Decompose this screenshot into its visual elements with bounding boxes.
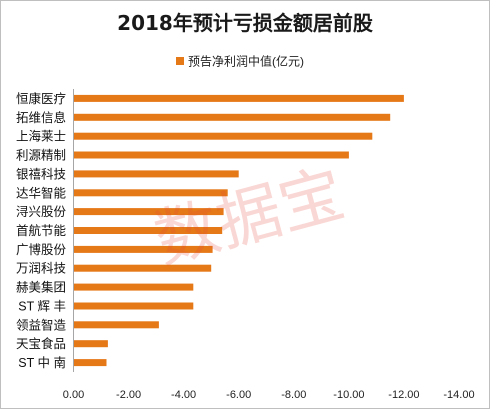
category-label: 上海莱士 [16, 129, 66, 144]
category-label: 利源精制 [16, 149, 66, 163]
bar [73, 151, 349, 159]
legend-swatch [176, 57, 184, 65]
x-tick-label: -14.00 [443, 389, 474, 401]
x-tick-labels: 0.00 -2.00 -4.00 -6.00 -8.00 -10.00 -12.00 -14.… [63, 389, 475, 401]
legend: 预告净利润中值(亿元) [176, 54, 304, 69]
bars [73, 94, 404, 367]
category-label: 天宝食品 [16, 336, 66, 351]
x-tick-label: 0.00 [63, 389, 84, 401]
bar [73, 170, 239, 178]
bar [73, 340, 108, 348]
category-label: 广博股份 [16, 242, 67, 257]
bar [73, 94, 404, 102]
category-label: ST 中 南 [18, 355, 66, 370]
category-label: ST 辉 丰 [18, 300, 66, 314]
category-label: 浔兴股份 [16, 205, 67, 219]
bar [73, 283, 194, 291]
x-tick-label: -2.00 [116, 389, 141, 401]
bar [73, 208, 224, 216]
category-label: 万润科技 [16, 262, 67, 276]
x-tick-label: -4.00 [171, 389, 196, 401]
x-tick-label: -10.00 [333, 389, 364, 401]
category-label: 恒康医疗 [16, 91, 66, 106]
x-tick-label: -8.00 [281, 389, 306, 401]
x-tick-label: -12.00 [388, 389, 419, 401]
category-label: 拓维信息 [16, 110, 66, 125]
bar [73, 245, 213, 253]
chart-title: 2018年预计亏损金额居前股 [117, 11, 373, 35]
bar [73, 113, 391, 121]
x-tick-label: -6.00 [226, 389, 251, 401]
bar [73, 359, 107, 367]
category-label: 首航节能 [16, 223, 67, 238]
bar [73, 132, 373, 140]
category-labels: 恒康医疗拓维信息上海莱士利源精制银禧科技达华智能浔兴股份首航节能广博股份万润科技… [16, 91, 67, 370]
bar [73, 227, 223, 234]
bar [73, 189, 228, 197]
category-label: 达华智能 [16, 185, 67, 200]
category-label: 赫美集团 [16, 280, 66, 295]
category-label: 银禧科技 [16, 167, 67, 181]
legend-label: 预告净利润中值(亿元) [188, 54, 304, 69]
bar [73, 321, 159, 329]
bar [73, 302, 194, 310]
bar [73, 264, 212, 272]
category-label: 领益智造 [16, 317, 67, 332]
